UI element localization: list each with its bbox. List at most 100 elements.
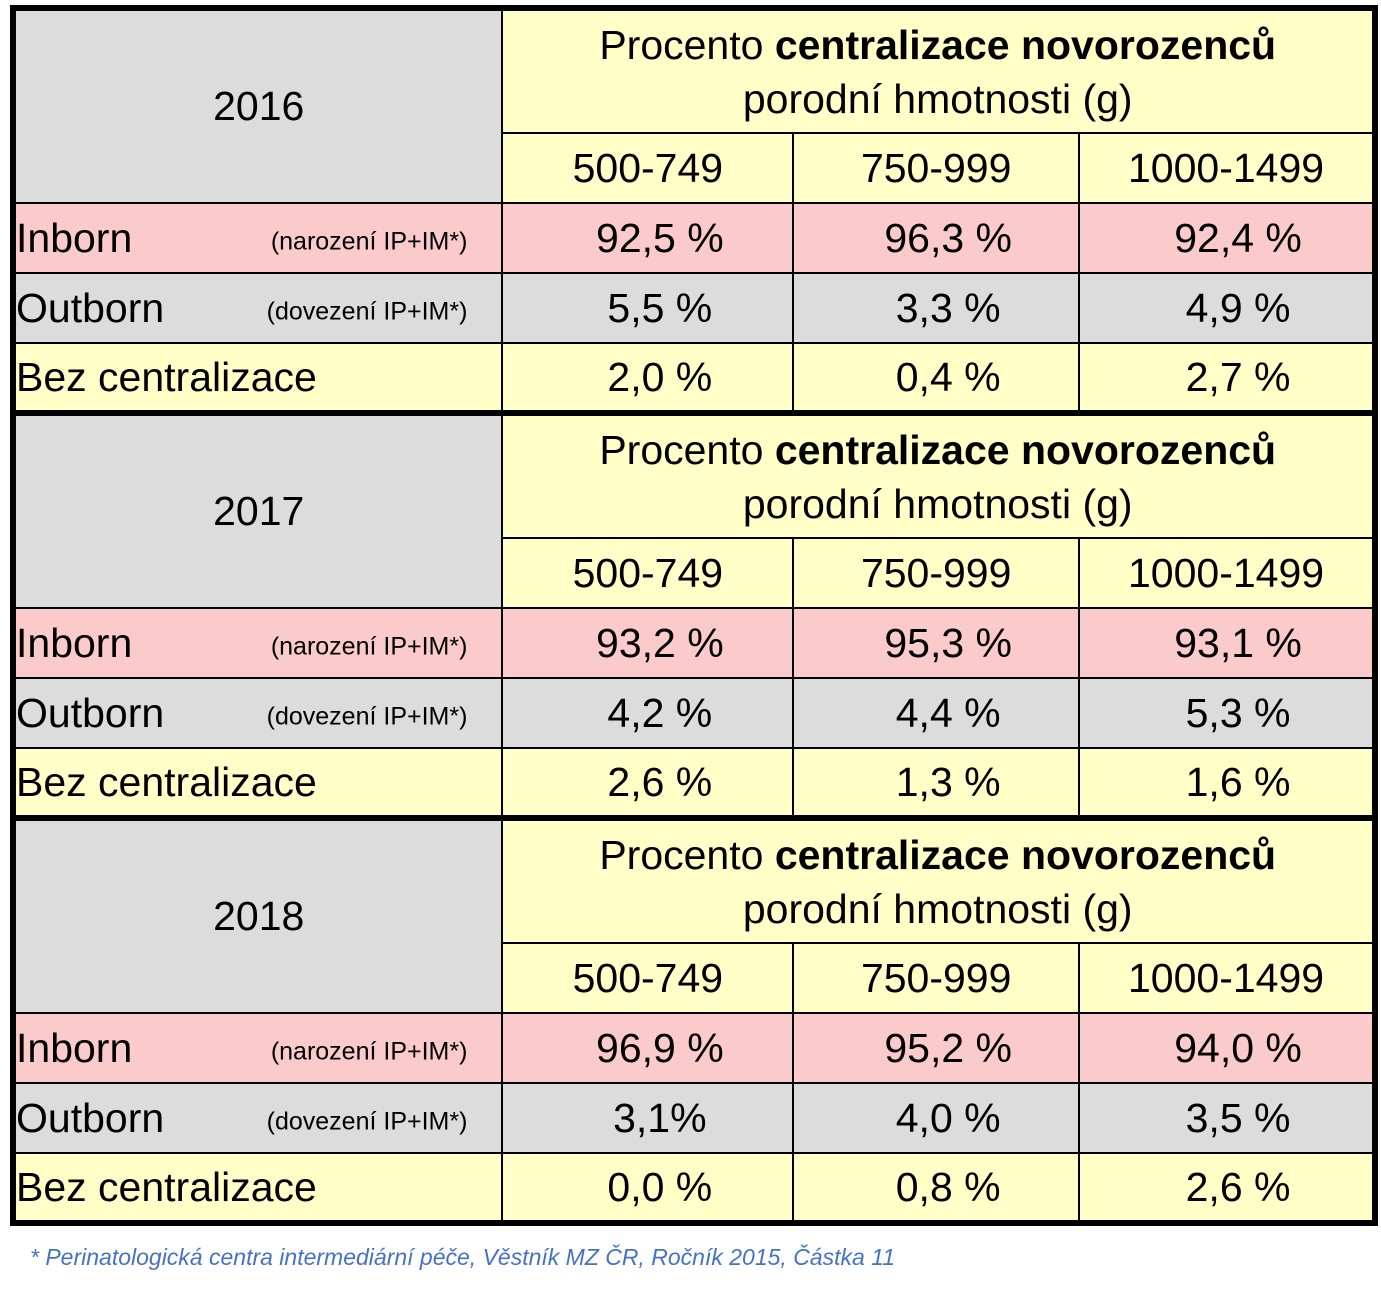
value-cell: 95,2 % [792,1012,1081,1084]
value-cell: 92,5 % [501,202,795,274]
row-label-none: Bez centralizace [11,747,504,819]
row-label-main: Bez centralizace [16,1163,317,1210]
row-label-main: Outborn [16,1094,165,1141]
row-label-inborn: Inborn (narození IP+IM*) [11,1012,504,1084]
value-cell: 5,3 % [1078,677,1376,749]
value-cell: 93,1 % [1078,607,1376,679]
value-cell: 4,2 % [501,677,795,749]
row-label-inborn: Inborn (narození IP+IM*) [11,202,504,274]
year-block-2017: 2017 Procento centralizace novorozenců por… [11,412,1376,819]
weight-group-header: 500-749 [501,537,795,609]
percent-value: 4,2 % [607,689,713,736]
value-cell: 2,7 % [1078,342,1376,414]
percent-value: 3,1% [613,1094,707,1141]
percent-value: 1,6 % [1185,758,1291,805]
weight-group-header: 750-999 [792,132,1081,204]
table-row-outborn: Outborn (dovezení IP+IM*) 3,1% 4,0 % 3,5 % [11,1082,1376,1154]
table-row-inborn: Inborn (narození IP+IM*) 96,9 % 95,2 % 94,0 … [11,1012,1376,1084]
row-label-note: (narození IP+IM*) [270,227,468,256]
percent-value: 93,2 % [596,619,724,666]
header-row: 2016 Procento centralizace novorozenců por… [11,7,1376,204]
footnote: * Perinatologická centra intermediární p… [30,1244,896,1270]
value-cell: 3,5 % [1078,1082,1376,1154]
title-bold: centralizace novorozenců [774,831,1277,878]
value-cell: 1,3 % [792,747,1081,819]
row-label-none: Bez centralizace [11,342,504,414]
title-bold: centralizace novorozenců [774,426,1277,473]
weight-group-header: 1000-1499 [1078,537,1376,609]
row-label-main: Outborn [16,284,165,331]
year-cell: 2018 [11,817,504,1014]
row-label-main: Inborn [16,214,133,261]
percent-value: 95,2 % [884,1024,1012,1071]
row-label-outborn: Outborn (dovezení IP+IM*) [11,272,504,344]
year-cell: 2016 [11,7,504,204]
value-cell: 4,9 % [1078,272,1376,344]
title-prefix: Procento [599,831,775,878]
year-cell: 2017 [11,412,504,609]
header-row: 2017 Procento centralizace novorozenců por… [11,412,1376,609]
value-cell: 93,2 % [501,607,795,679]
percent-value: 5,5 % [607,284,713,331]
percent-value: 3,3 % [895,284,1001,331]
row-label-main: Outborn [16,689,165,736]
percent-value: 1,3 % [895,758,1001,805]
value-cell: 3,3 % [792,272,1081,344]
centralization-table: 2016 Procento centralizace novorozenců por… [10,5,1378,1226]
row-label-outborn: Outborn (dovezení IP+IM*) [11,1082,504,1154]
weight-group-header: 1000-1499 [1078,942,1376,1014]
row-label-note: (narození IP+IM*) [270,632,468,661]
title-prefix: Procento [599,21,775,68]
percent-value: 0,4 % [895,353,1001,400]
table-row-none: Bez centralizace 0,0 % 0,8 % 2,6 % [11,1152,1376,1224]
weight-group-header: 750-999 [792,537,1081,609]
percent-value: 94,0 % [1174,1024,1302,1071]
title-line2: porodní hmotnosti (g) [742,75,1133,122]
table-title: Procento centralizace novorozenců porodní… [501,412,1376,539]
table-title: Procento centralizace novorozenců porodní… [501,7,1376,134]
percent-value: 2,0 % [607,353,713,400]
value-cell: 94,0 % [1078,1012,1376,1084]
value-cell: 5,5 % [501,272,795,344]
percent-value: 2,6 % [607,758,713,805]
percent-value: 2,6 % [1185,1163,1291,1210]
percent-value: 96,9 % [596,1024,724,1071]
table-title: Procento centralizace novorozenců porodní… [501,817,1376,944]
table-row-outborn: Outborn (dovezení IP+IM*) 5,5 % 3,3 % 4,9 % [11,272,1376,344]
percent-value: 4,4 % [895,689,1001,736]
value-cell: 95,3 % [792,607,1081,679]
row-label-note: (dovezení IP+IM*) [266,297,468,326]
row-label-note: (narození IP+IM*) [270,1037,468,1066]
weight-group-header: 500-749 [501,132,795,204]
value-cell: 0,4 % [792,342,1081,414]
weight-group-header: 500-749 [501,942,795,1014]
row-label-outborn: Outborn (dovezení IP+IM*) [11,677,504,749]
value-cell: 96,9 % [501,1012,795,1084]
percent-value: 95,3 % [884,619,1012,666]
row-label-main: Bez centralizace [16,353,317,400]
row-label-none: Bez centralizace [11,1152,504,1224]
value-cell: 1,6 % [1078,747,1376,819]
value-cell: 4,4 % [792,677,1081,749]
percent-value: 96,3 % [884,214,1012,261]
value-cell: 0,8 % [792,1152,1081,1224]
value-cell: 96,3 % [792,202,1081,274]
percent-value: 92,5 % [596,214,724,261]
title-line2: porodní hmotnosti (g) [742,885,1133,932]
title-bold: centralizace novorozenců [774,21,1277,68]
value-cell: 4,0 % [792,1082,1081,1154]
weight-row: 500-749 750-999 1000-1499 [13,942,1376,1014]
percent-value: 93,1 % [1174,619,1302,666]
row-label-note: (dovezení IP+IM*) [266,1107,468,1136]
value-cell: 2,6 % [1078,1152,1376,1224]
year-block-2016: 2016 Procento centralizace novorozenců por… [11,7,1376,414]
value-cell: 2,6 % [501,747,795,819]
weight-group-header: 750-999 [792,942,1081,1014]
weight-group-header: 1000-1499 [1078,132,1376,204]
table-row-none: Bez centralizace 2,0 % 0,4 % 2,7 % [11,342,1376,414]
table-row-outborn: Outborn (dovezení IP+IM*) 4,2 % 4,4 % 5,3 % [11,677,1376,749]
title-line2: porodní hmotnosti (g) [742,480,1133,527]
percent-value: 0,8 % [895,1163,1001,1210]
percent-value: 2,7 % [1185,353,1291,400]
table-row-none: Bez centralizace 2,6 % 1,3 % 1,6 % [11,747,1376,819]
